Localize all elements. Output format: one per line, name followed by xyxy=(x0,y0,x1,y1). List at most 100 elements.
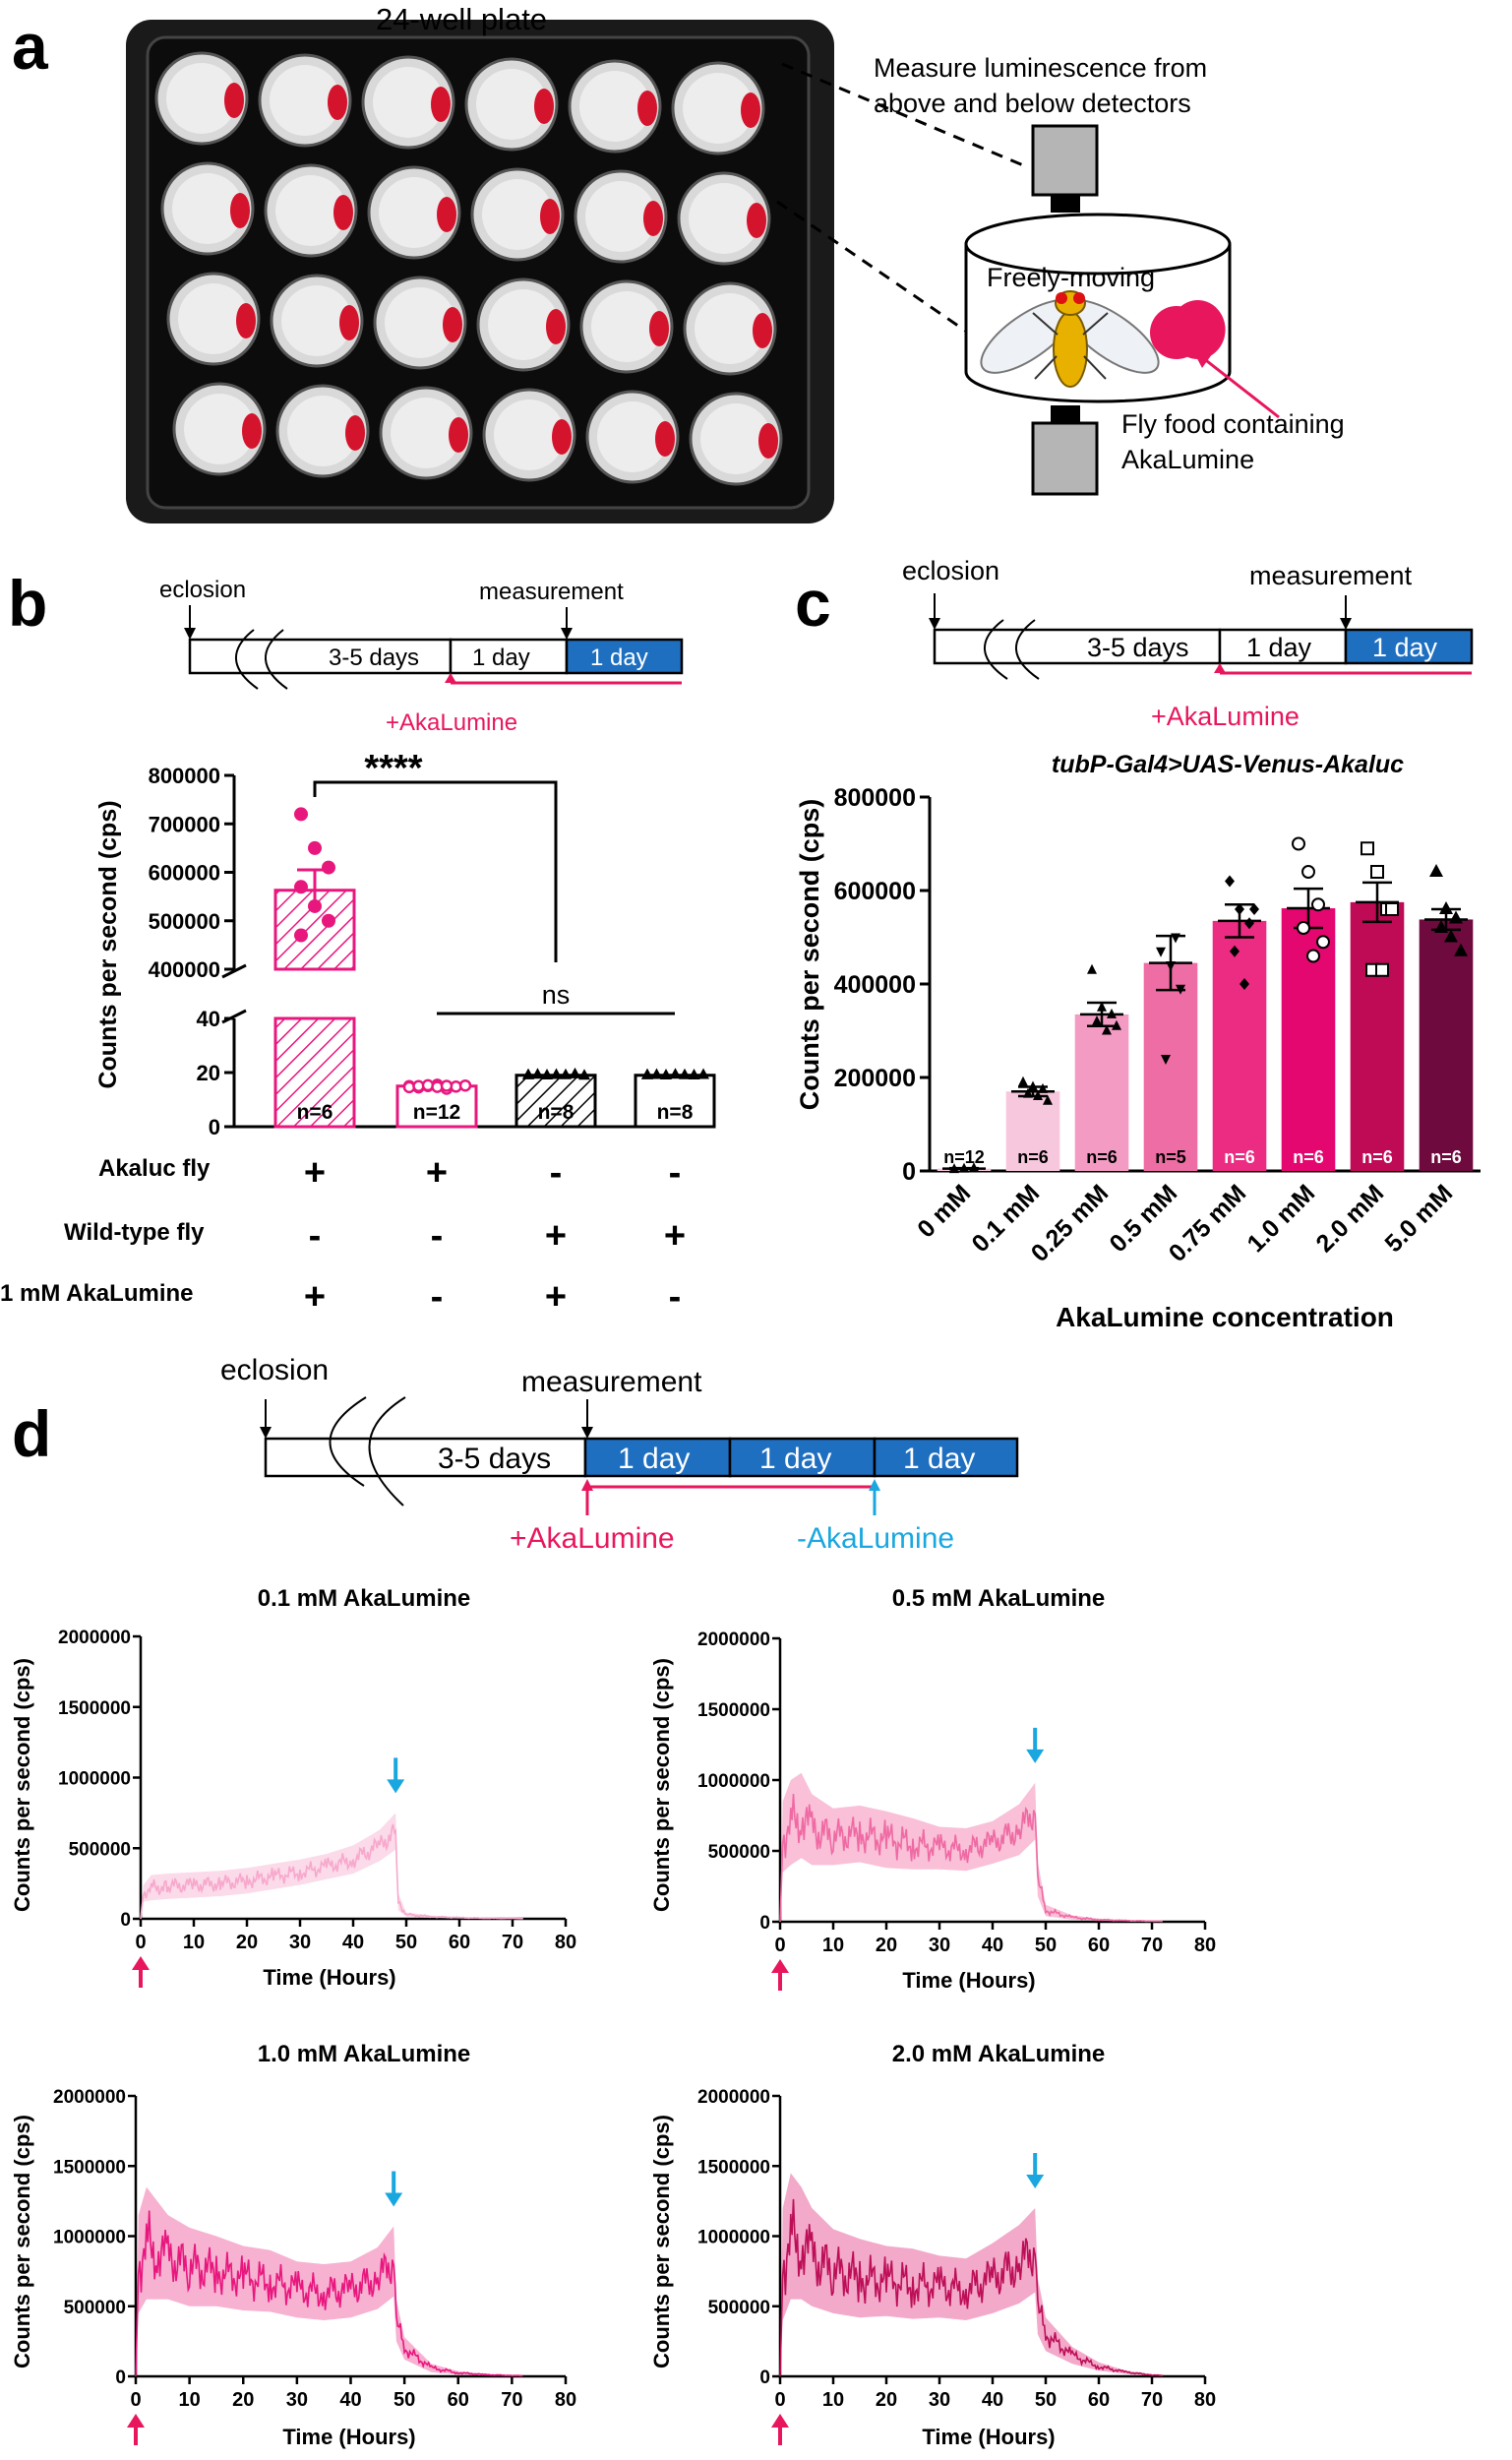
food-label-2: AkaLumine xyxy=(1121,445,1254,474)
data-point xyxy=(1166,961,1176,971)
data-point xyxy=(660,1069,672,1080)
data-point xyxy=(1434,920,1448,933)
x-tick-label: 50 xyxy=(395,1932,417,1953)
data-point xyxy=(578,1069,590,1080)
chart-d4-title: 2.0 mM AkaLumine xyxy=(892,2041,1106,2067)
sig-bottom: ns xyxy=(542,980,571,1010)
y-tick-label: 2000000 xyxy=(697,2087,770,2108)
data-point xyxy=(1097,1001,1107,1012)
x-tick-label: 60 xyxy=(1088,1935,1110,1956)
x-tick-label: 20 xyxy=(232,2389,254,2411)
well-inner xyxy=(379,177,450,248)
data-point xyxy=(1230,945,1240,957)
x-tick-label: 10 xyxy=(179,2389,201,2411)
y-tick-label: 1500000 xyxy=(58,1698,131,1719)
data-point xyxy=(1033,1090,1043,1100)
x-tick-label: 40 xyxy=(982,1935,1003,1956)
detector-label-2: above and below detectors xyxy=(874,89,1191,118)
data-point xyxy=(679,1068,691,1079)
data-point xyxy=(1306,949,1320,963)
x-tick-label: 0.75 mM xyxy=(1164,1179,1252,1267)
sign: - xyxy=(669,1152,682,1194)
x-tick-label: 60 xyxy=(1088,2389,1110,2411)
x-tick-label: 30 xyxy=(929,2389,950,2411)
bar xyxy=(1419,919,1474,1171)
y-tick-label: 0 xyxy=(759,1913,770,1934)
y-tick-label: 800000 xyxy=(149,764,220,788)
y-tick-label: 2000000 xyxy=(58,1628,131,1648)
x-tick-label: 70 xyxy=(502,1932,523,1953)
well-food xyxy=(741,92,760,128)
well-plate-photo xyxy=(126,20,834,523)
data-point xyxy=(641,1068,653,1079)
end-arrow-head xyxy=(385,2192,403,2207)
chart-d2-xlabel: Time (Hours) xyxy=(902,1968,1035,1993)
x-tick-label: 10 xyxy=(183,1932,205,1953)
bar xyxy=(634,1074,716,1129)
sign: - xyxy=(669,1276,682,1318)
top-detector xyxy=(1031,124,1099,197)
well-food xyxy=(339,305,359,340)
y-tick-label: 500000 xyxy=(69,1839,131,1860)
well-food xyxy=(431,87,451,122)
x-tick-label: 0 xyxy=(774,2389,785,2411)
data-point xyxy=(458,1078,472,1092)
data-point xyxy=(1429,864,1443,877)
well-inner xyxy=(287,396,358,466)
y-tick-label: 0 xyxy=(115,2368,126,2388)
well-inner xyxy=(579,71,650,142)
x-tick-label: 10 xyxy=(822,2389,844,2411)
start-arrow-head xyxy=(771,2414,789,2428)
chart-c-ylabel: Counts per second (cps) xyxy=(795,799,824,1111)
data-point xyxy=(1112,1019,1121,1030)
timeline-d-remove: -AkaLumine xyxy=(797,1522,954,1555)
chart-d1-ylabel: Counts per second (cps) xyxy=(10,1658,34,1912)
chart-d4-xlabel: Time (Hours) xyxy=(922,2425,1055,2449)
bottom-detector xyxy=(1031,421,1099,496)
data-point xyxy=(1018,1076,1028,1086)
end-arrow-head xyxy=(1026,1749,1045,1763)
y-tick-label: 1000000 xyxy=(53,2228,126,2248)
well-food xyxy=(236,303,256,338)
chart-c-xlabel: AkaLumine concentration xyxy=(1056,1302,1394,1332)
data-point xyxy=(541,1069,553,1080)
x-tick-label: 0 xyxy=(135,1932,146,1953)
y-tick-label: 2000000 xyxy=(697,1630,770,1650)
y-tick-label: 0 xyxy=(120,1910,131,1931)
well-food xyxy=(649,311,669,346)
data-point xyxy=(1439,901,1453,914)
well-food xyxy=(637,91,657,126)
data-point xyxy=(308,898,322,913)
well-inner xyxy=(373,67,444,138)
data-point xyxy=(522,1068,534,1079)
data-point xyxy=(1240,978,1249,990)
sig-top: **** xyxy=(364,748,422,789)
data-point xyxy=(1249,903,1259,915)
y-tick-label: 500000 xyxy=(708,1842,770,1863)
well-food xyxy=(546,309,566,344)
well-inner xyxy=(172,173,243,244)
data-point xyxy=(688,1069,700,1080)
series-line xyxy=(140,1823,523,1920)
start-arrow-head xyxy=(132,1956,150,1970)
chart-d4-ylabel: Counts per second (cps) xyxy=(649,2115,674,2368)
chart-d3-title: 1.0 mM AkaLumine xyxy=(258,2041,471,2067)
n-label: n=6 xyxy=(297,1101,333,1124)
x-tick-label: 50 xyxy=(393,2389,415,2411)
timeline-c-measurement: measurement xyxy=(1249,561,1413,590)
y-tick-label: 600000 xyxy=(834,878,916,905)
chart-d1-xlabel: Time (Hours) xyxy=(263,1965,395,1990)
chart-d2-ylabel: Counts per second (cps) xyxy=(649,1658,674,1912)
sign: - xyxy=(550,1152,563,1194)
fly-label: Freely-moving xyxy=(987,263,1155,292)
n-label: n=6 xyxy=(1293,1147,1324,1167)
well-inner xyxy=(281,285,352,356)
timeline-b-seg3: 1 day xyxy=(590,645,648,671)
y-tick-label: 0 xyxy=(209,1115,220,1139)
well-inner xyxy=(166,63,237,134)
well-food xyxy=(643,201,663,236)
n-label: n=6 xyxy=(1086,1147,1118,1167)
x-tick-label: 0 xyxy=(130,2389,141,2411)
plate-label: 24-well plate xyxy=(376,2,547,36)
data-point xyxy=(550,1068,563,1079)
